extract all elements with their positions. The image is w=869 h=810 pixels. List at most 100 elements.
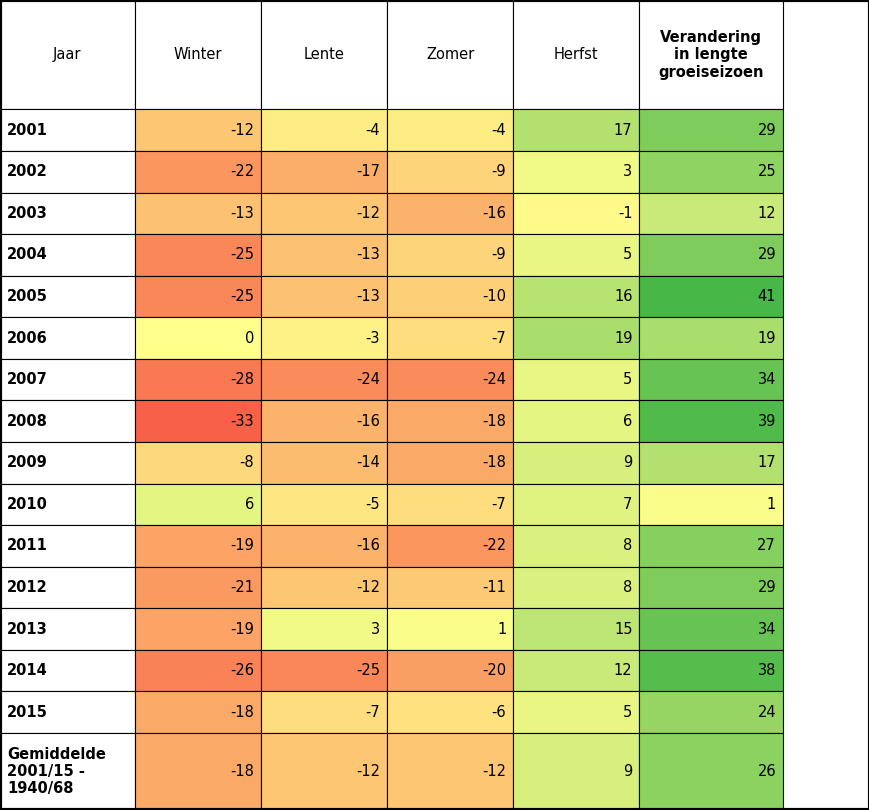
- Text: -5: -5: [365, 497, 380, 512]
- Bar: [0, 608, 135, 650]
- Bar: [261, 525, 387, 567]
- Text: -22: -22: [229, 164, 254, 179]
- Text: -1: -1: [617, 206, 632, 221]
- Text: 2003: 2003: [7, 206, 48, 221]
- Bar: [261, 151, 387, 193]
- Text: 8: 8: [622, 580, 632, 595]
- Bar: [639, 0, 782, 109]
- Bar: [0, 151, 135, 193]
- Bar: [513, 151, 639, 193]
- Text: 2005: 2005: [7, 289, 48, 304]
- Bar: [387, 692, 513, 733]
- Bar: [513, 525, 639, 567]
- Text: -33: -33: [230, 414, 254, 428]
- Text: -12: -12: [355, 580, 380, 595]
- Text: 34: 34: [757, 621, 775, 637]
- Bar: [639, 151, 782, 193]
- Bar: [261, 567, 387, 608]
- Bar: [135, 193, 261, 234]
- Bar: [0, 193, 135, 234]
- Text: 2011: 2011: [7, 539, 48, 553]
- Text: 1: 1: [496, 621, 506, 637]
- Text: -4: -4: [491, 122, 506, 138]
- Text: 0: 0: [244, 330, 254, 346]
- Text: -13: -13: [230, 206, 254, 221]
- Text: 5: 5: [622, 705, 632, 720]
- Text: -4: -4: [365, 122, 380, 138]
- Text: 27: 27: [756, 539, 775, 553]
- Bar: [639, 109, 782, 151]
- Bar: [0, 318, 135, 359]
- Text: -7: -7: [491, 497, 506, 512]
- Bar: [387, 733, 513, 810]
- Bar: [261, 608, 387, 650]
- Text: 5: 5: [622, 247, 632, 262]
- Text: 17: 17: [614, 122, 632, 138]
- Text: -11: -11: [482, 580, 506, 595]
- Bar: [387, 0, 513, 109]
- Bar: [261, 400, 387, 442]
- Text: 5: 5: [622, 372, 632, 387]
- Text: -19: -19: [230, 539, 254, 553]
- Bar: [639, 733, 782, 810]
- Text: 26: 26: [757, 764, 775, 779]
- Text: 29: 29: [757, 580, 775, 595]
- Text: Zomer: Zomer: [426, 47, 474, 62]
- Text: -18: -18: [230, 705, 254, 720]
- Text: 2007: 2007: [7, 372, 48, 387]
- Bar: [513, 608, 639, 650]
- Bar: [387, 650, 513, 692]
- Text: 29: 29: [757, 122, 775, 138]
- Text: 2009: 2009: [7, 455, 48, 471]
- Bar: [135, 567, 261, 608]
- Bar: [639, 318, 782, 359]
- Bar: [0, 275, 135, 318]
- Text: 19: 19: [757, 330, 775, 346]
- Text: Herfst: Herfst: [554, 47, 598, 62]
- Bar: [261, 234, 387, 275]
- Bar: [387, 567, 513, 608]
- Text: 41: 41: [757, 289, 775, 304]
- Bar: [0, 234, 135, 275]
- Bar: [639, 193, 782, 234]
- Text: 24: 24: [757, 705, 775, 720]
- Bar: [0, 359, 135, 400]
- Text: -12: -12: [481, 764, 506, 779]
- Bar: [135, 0, 261, 109]
- Text: 16: 16: [614, 289, 632, 304]
- Bar: [639, 525, 782, 567]
- Bar: [387, 275, 513, 318]
- Bar: [135, 275, 261, 318]
- Bar: [513, 442, 639, 484]
- Text: 2015: 2015: [7, 705, 48, 720]
- Bar: [513, 484, 639, 525]
- Text: -16: -16: [356, 539, 380, 553]
- Bar: [387, 193, 513, 234]
- Bar: [639, 650, 782, 692]
- Bar: [513, 359, 639, 400]
- Text: -24: -24: [481, 372, 506, 387]
- Bar: [639, 234, 782, 275]
- Text: 3: 3: [371, 621, 380, 637]
- Bar: [639, 400, 782, 442]
- Bar: [513, 400, 639, 442]
- Text: -20: -20: [481, 663, 506, 678]
- Bar: [387, 151, 513, 193]
- Text: 9: 9: [622, 455, 632, 471]
- Text: -18: -18: [230, 764, 254, 779]
- Text: 6: 6: [244, 497, 254, 512]
- Text: -28: -28: [229, 372, 254, 387]
- Bar: [639, 567, 782, 608]
- Bar: [387, 400, 513, 442]
- Text: 8: 8: [622, 539, 632, 553]
- Text: -18: -18: [482, 455, 506, 471]
- Bar: [0, 650, 135, 692]
- Bar: [513, 275, 639, 318]
- Text: Verandering
in lengte
groeiseizoen: Verandering in lengte groeiseizoen: [658, 30, 763, 79]
- Text: 2014: 2014: [7, 663, 48, 678]
- Bar: [261, 359, 387, 400]
- Bar: [0, 400, 135, 442]
- Text: 7: 7: [622, 497, 632, 512]
- Text: 2012: 2012: [7, 580, 48, 595]
- Text: 19: 19: [614, 330, 632, 346]
